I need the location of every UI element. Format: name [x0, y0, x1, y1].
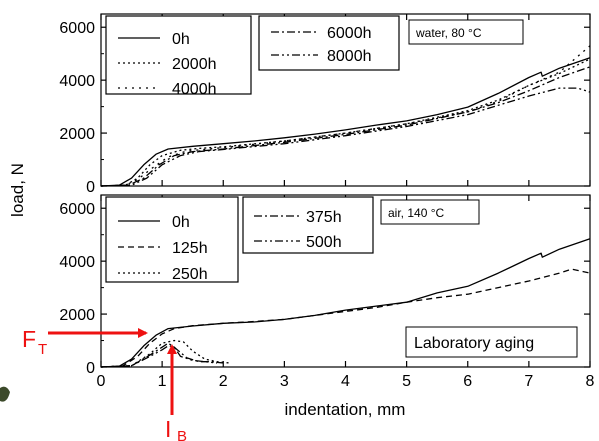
- indentation-break-marker: I B: [165, 344, 187, 441]
- top-y-tick-label: 4000: [59, 73, 95, 90]
- bottom-legend-secondary-entries: 375h 500h: [254, 209, 342, 251]
- top-condition-box: [408, 19, 524, 45]
- bottom-y-tick-label: 2000: [59, 307, 95, 324]
- bottom-y-tick-label: 0: [86, 360, 95, 377]
- x-tick-label: 6: [463, 373, 472, 390]
- bottom-y-tick-label: 4000: [59, 254, 95, 271]
- top-legend-secondary-entries: 6000h 8000h: [271, 25, 372, 65]
- x-tick-label: 3: [280, 373, 289, 390]
- indent-label: I: [165, 416, 171, 441]
- top-panel: 0 2000 4000 6000 0h 2000h 4000h 6000h 8000h…: [59, 13, 591, 196]
- bottom-legend-label-2: 250h: [172, 266, 208, 283]
- top-series-6000h: [100, 66, 591, 187]
- edge-ornament: [0, 386, 10, 402]
- bottom-legend-label-1: 125h: [172, 240, 208, 257]
- top-series-2000h: [100, 58, 591, 187]
- top-legend-label-2: 4000h: [172, 81, 217, 98]
- bottom-legend-secondary: [242, 196, 374, 254]
- bottom-series-500h: [100, 345, 218, 368]
- bottom-legend-label-4: 500h: [306, 234, 342, 251]
- top-legend-label-0: 0h: [172, 31, 190, 48]
- top-legend-primary: [105, 15, 252, 95]
- top-y-tick-label: 0: [86, 179, 95, 196]
- force-label: F: [22, 326, 36, 352]
- bottom-panel: 0 2000 4000 6000 0 1 2 3 4 5 6 7 8 0h 125h 250h 375…: [59, 194, 595, 390]
- bottom-legend-label-3: 375h: [306, 209, 342, 226]
- top-legend-label-1: 2000h: [172, 56, 217, 73]
- bottom-series-125h: [100, 268, 591, 368]
- bottom-y-ticks: 0 2000 4000 6000: [59, 195, 591, 377]
- top-series-group: [100, 45, 591, 187]
- x-tick-label: 7: [524, 373, 533, 390]
- top-y-tick-label: 2000: [59, 126, 95, 143]
- top-condition-label: water, 80 °C: [415, 26, 482, 40]
- top-y-ticks: 0 2000 4000 6000: [59, 14, 591, 196]
- x-tick-label: 0: [97, 373, 106, 390]
- x-tick-label: 4: [341, 373, 350, 390]
- x-tick-label: 8: [586, 373, 595, 390]
- x-tick-label: 1: [158, 373, 167, 390]
- bottom-y-tick-label: 6000: [59, 201, 95, 218]
- force-threshold-marker: F T: [22, 326, 148, 358]
- top-legend-label-3: 6000h: [327, 25, 372, 42]
- bottom-legend-primary-entries: 0h 125h 250h: [118, 214, 208, 283]
- bottom-series-250h: [100, 339, 230, 368]
- aging-annotation-label: Laboratory aging: [414, 335, 534, 352]
- bottom-legend-label-0: 0h: [172, 214, 190, 231]
- top-legend-label-4: 8000h: [327, 48, 372, 65]
- force-subscript: T: [38, 341, 47, 358]
- bottom-legend-primary: [105, 196, 239, 283]
- x-tick-label: 5: [402, 373, 411, 390]
- x-tick-label: 2: [219, 373, 228, 390]
- x-ticks: 0 1 2 3 4 5 6 7 8: [97, 373, 595, 390]
- y-axis-label: load, N: [8, 163, 27, 217]
- top-y-tick-label: 6000: [59, 20, 95, 37]
- top-series-4000h: [100, 45, 591, 187]
- x-axis-label: indentation, mm: [285, 400, 406, 419]
- indent-subscript: B: [177, 428, 187, 441]
- aging-annotation-box: [405, 326, 578, 358]
- bottom-condition-box: [380, 199, 480, 225]
- bottom-condition-label: air, 140 °C: [388, 206, 444, 220]
- top-legend-primary-entries: 0h 2000h 4000h: [118, 31, 217, 98]
- top-series-0h: [100, 57, 591, 187]
- top-series-8000h: [100, 87, 591, 187]
- bottom-series-375h: [100, 342, 224, 368]
- top-legend-secondary: [258, 15, 400, 71]
